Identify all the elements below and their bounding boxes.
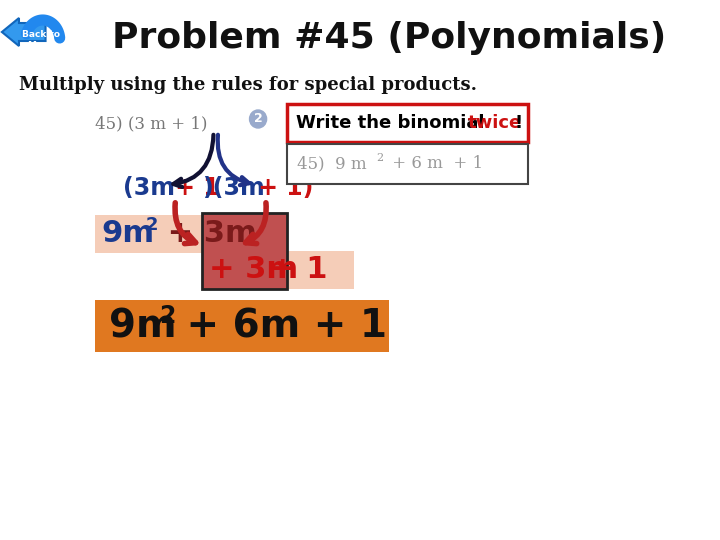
Text: + 6m + 1: + 6m + 1 — [173, 307, 387, 345]
Text: + 1: + 1 — [167, 176, 220, 200]
FancyBboxPatch shape — [95, 215, 242, 253]
Text: 45)  9 m: 45) 9 m — [297, 156, 366, 172]
Text: + 1: + 1 — [271, 255, 328, 285]
FancyArrow shape — [2, 18, 45, 46]
Text: Problem #45 (Polynomials): Problem #45 (Polynomials) — [112, 21, 666, 55]
FancyBboxPatch shape — [287, 104, 528, 142]
Text: + 3m: + 3m — [156, 219, 256, 247]
Text: 2: 2 — [159, 304, 176, 328]
FancyBboxPatch shape — [95, 300, 389, 352]
FancyBboxPatch shape — [202, 213, 287, 289]
Text: + 1): + 1) — [251, 176, 314, 200]
FancyBboxPatch shape — [287, 144, 528, 184]
FancyBboxPatch shape — [202, 251, 354, 289]
Text: + 6 m  + 1: + 6 m + 1 — [387, 156, 483, 172]
Text: Back to
Menu: Back to Menu — [22, 30, 60, 50]
Text: Multiply using the rules for special products.: Multiply using the rules for special pro… — [19, 76, 477, 94]
Text: 2: 2 — [145, 216, 158, 234]
Text: !: ! — [514, 114, 523, 132]
Text: )(3m: )(3m — [202, 176, 265, 200]
Text: + 3m: + 3m — [209, 255, 298, 285]
Text: 45) (3 m + 1): 45) (3 m + 1) — [95, 116, 207, 132]
Text: 9m: 9m — [102, 219, 155, 247]
Text: 2: 2 — [377, 153, 384, 163]
Text: twice: twice — [468, 114, 522, 132]
Text: 2: 2 — [253, 112, 263, 125]
Text: Write the binomial: Write the binomial — [296, 114, 491, 132]
Circle shape — [250, 110, 266, 128]
Text: 9m: 9m — [109, 307, 176, 345]
Text: (3m: (3m — [123, 176, 176, 200]
